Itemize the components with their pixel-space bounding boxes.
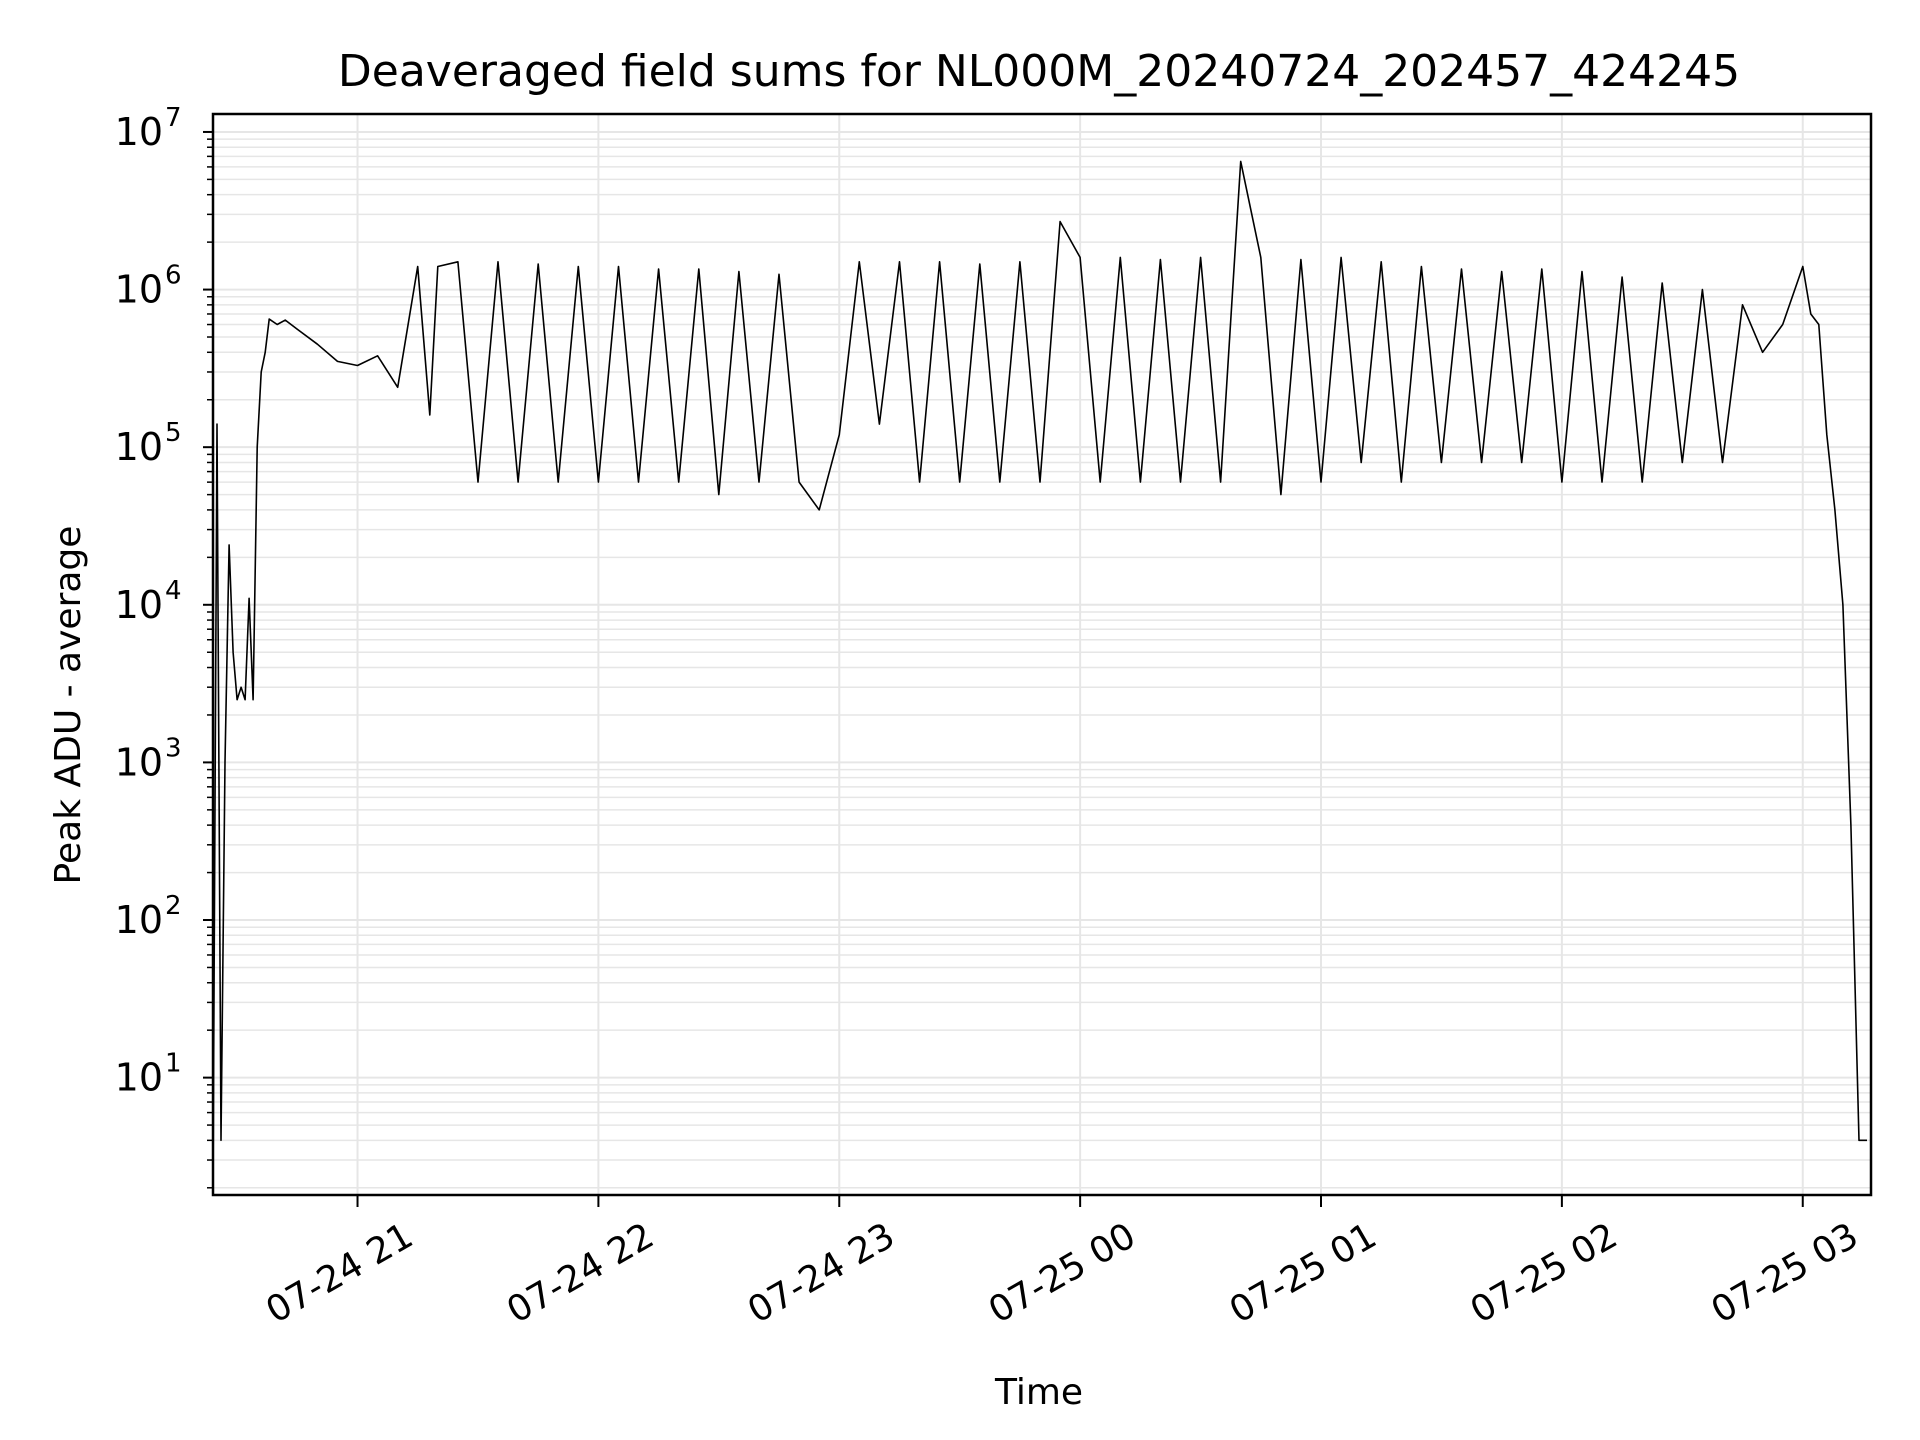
y-tick-label: 10 (115, 898, 163, 942)
y-tick-exponent: 3 (165, 733, 182, 763)
y-tick-exponent: 7 (165, 103, 182, 133)
y-tick-label: 10 (115, 268, 163, 312)
y-axis-label: Peak ADU - average (48, 526, 89, 885)
x-tick-label: 07-25 00 (982, 1215, 1143, 1331)
x-tick-label: 07-25 01 (1223, 1215, 1384, 1331)
y-tick-label: 10 (115, 1056, 163, 1100)
y-tick-exponent: 6 (165, 261, 182, 291)
plot-series (212, 160, 1867, 1188)
x-axis-label: Time (994, 1372, 1083, 1413)
y-tick-label: 10 (115, 425, 163, 469)
y-tick-exponent: 4 (165, 576, 182, 606)
x-tick-label: 07-24 23 (741, 1215, 902, 1331)
y-tick-label: 10 (115, 110, 163, 154)
y-tick-label: 10 (115, 740, 163, 784)
x-tick-label: 07-24 21 (259, 1215, 420, 1331)
y-tick-exponent: 2 (165, 891, 182, 921)
x-tick-label: 07-25 02 (1464, 1215, 1625, 1331)
y-tick-label: 10 (115, 583, 163, 627)
grid-lines (213, 114, 1871, 1195)
y-tick-exponent: 5 (165, 418, 182, 448)
chart-title: Deaveraged field sums for NL000M_2024072… (338, 46, 1740, 97)
plot-frame (211, 112, 1873, 1197)
y-tick-exponent: 1 (165, 1049, 182, 1079)
x-tick-label: 07-25 03 (1705, 1215, 1866, 1331)
series-line (212, 160, 1867, 1188)
x-axis-ticks: 07-24 21 07-24 22 07-24 23 07-25 00 07-25 01… (259, 1195, 1865, 1332)
x-tick-label: 07-24 22 (500, 1215, 661, 1331)
